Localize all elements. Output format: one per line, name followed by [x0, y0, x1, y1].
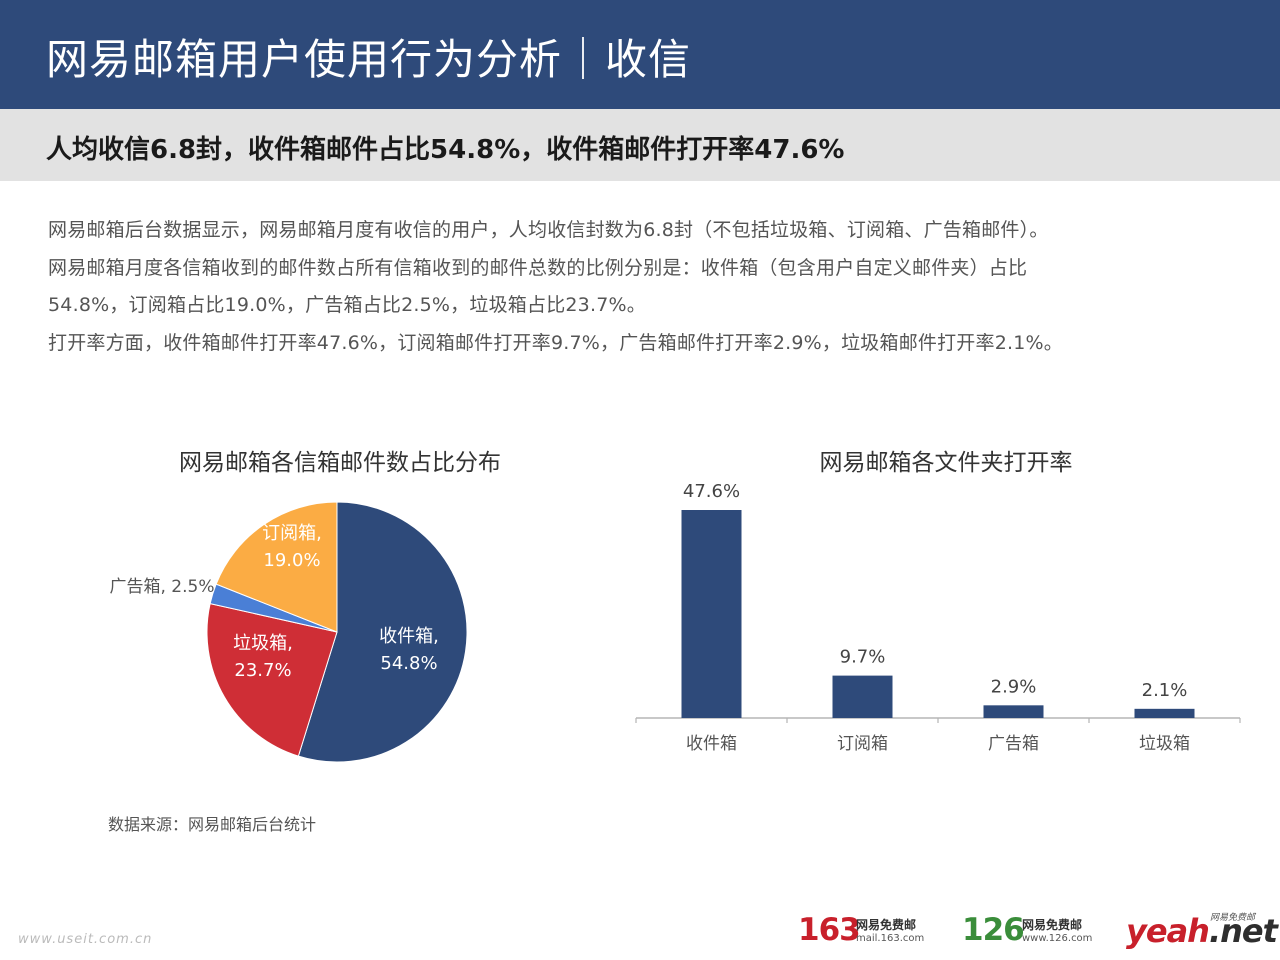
pie-value-subscription: 19.0% — [263, 550, 320, 571]
logo-163-mail[interactable]: 163 网易免费邮 mail.163.com — [798, 912, 938, 952]
data-source-note: 数据来源：网易邮箱后台统计 — [108, 815, 317, 834]
summary-text: 人均收信6.8封，收件箱邮件占比54.8%，收件箱邮件打开率47.6% — [46, 135, 845, 165]
summary-bar — [0, 109, 1280, 181]
bar-value-label: 2.1% — [1142, 680, 1188, 701]
page-title: 网易邮箱用户使用行为分析｜收信 — [46, 35, 692, 84]
logo-yeah-word: yeah.net — [1126, 912, 1278, 950]
logo-163-number: 163 — [798, 912, 861, 948]
logo-yeah-net[interactable]: 网易免费邮 yeah.net — [1126, 912, 1278, 952]
logo-163-url: mail.163.com — [856, 933, 925, 944]
bar-value-label: 9.7% — [840, 647, 886, 668]
bar-ads — [983, 705, 1044, 718]
paragraph-line-2: 网易邮箱月度各信箱收到的邮件数占所有信箱收到的邮件总数的比例分别是：收件箱（包含… — [48, 257, 1028, 279]
pie-label-subscription: 订阅箱, — [262, 523, 322, 544]
pie-slice-inbox — [297, 501, 468, 763]
bar-chart: 47.6% 收件箱 9.7% 订阅箱 2.9% 广告箱 2.1% 垃圾箱 — [635, 481, 1241, 754]
bar-category-label: 广告箱 — [988, 734, 1039, 754]
paragraph-line-3: 54.8%，订阅箱占比19.0%，广告箱占比2.5%，垃圾箱占比23.7%。 — [48, 294, 646, 316]
logo-163-cn: 网易免费邮 — [856, 918, 917, 932]
bar-spam — [832, 675, 893, 718]
pie-slice-spam — [206, 603, 338, 757]
pie-chart-title: 网易邮箱各信箱邮件数占比分布 — [179, 450, 501, 476]
logo-126-number: 126 — [962, 912, 1025, 948]
bar-chart-title: 网易邮箱各文件夹打开率 — [819, 450, 1073, 476]
bar-value-label: 47.6% — [683, 481, 740, 502]
watermark: www.useit.com.cn — [18, 932, 153, 947]
bar-subscription — [1134, 708, 1195, 718]
pie-value-inbox: 54.8% — [380, 653, 437, 674]
paragraph-line-1: 网易邮箱后台数据显示，网易邮箱月度有收信的用户，人均收信封数为6.8封（不包括垃… — [48, 219, 1049, 241]
pie-label-inbox: 收件箱, — [379, 626, 439, 647]
bar-value-label: 2.9% — [991, 676, 1037, 697]
logo-126-url: www.126.com — [1022, 933, 1093, 944]
pie-label-spam: 垃圾箱, — [233, 633, 293, 654]
logo-yeah-tag: 网易免费邮 — [1210, 913, 1256, 923]
bar-category-label: 收件箱 — [686, 734, 737, 754]
bar-category-label: 订阅箱 — [837, 734, 888, 754]
bar-category-label: 垃圾箱 — [1139, 734, 1190, 754]
pie-slice-subscription — [215, 501, 338, 633]
header-bar — [0, 0, 1280, 109]
logo-126-cn: 网易免费邮 — [1022, 918, 1083, 932]
pie-label-ads: 广告箱, 2.5% — [110, 577, 215, 597]
bar-inbox — [681, 510, 742, 718]
pie-value-spam: 23.7% — [234, 660, 291, 681]
paragraph-line-4: 打开率方面，收件箱邮件打开率47.6%，订阅箱邮件打开率9.7%，广告箱邮件打开… — [48, 332, 1063, 354]
logo-126-mail[interactable]: 126 网易免费邮 www.126.com — [962, 912, 1102, 952]
pie-chart: 收件箱, 54.8% 垃圾箱, 23.7% 广告箱, 2.5% 订阅箱, 19.0% — [110, 501, 468, 763]
